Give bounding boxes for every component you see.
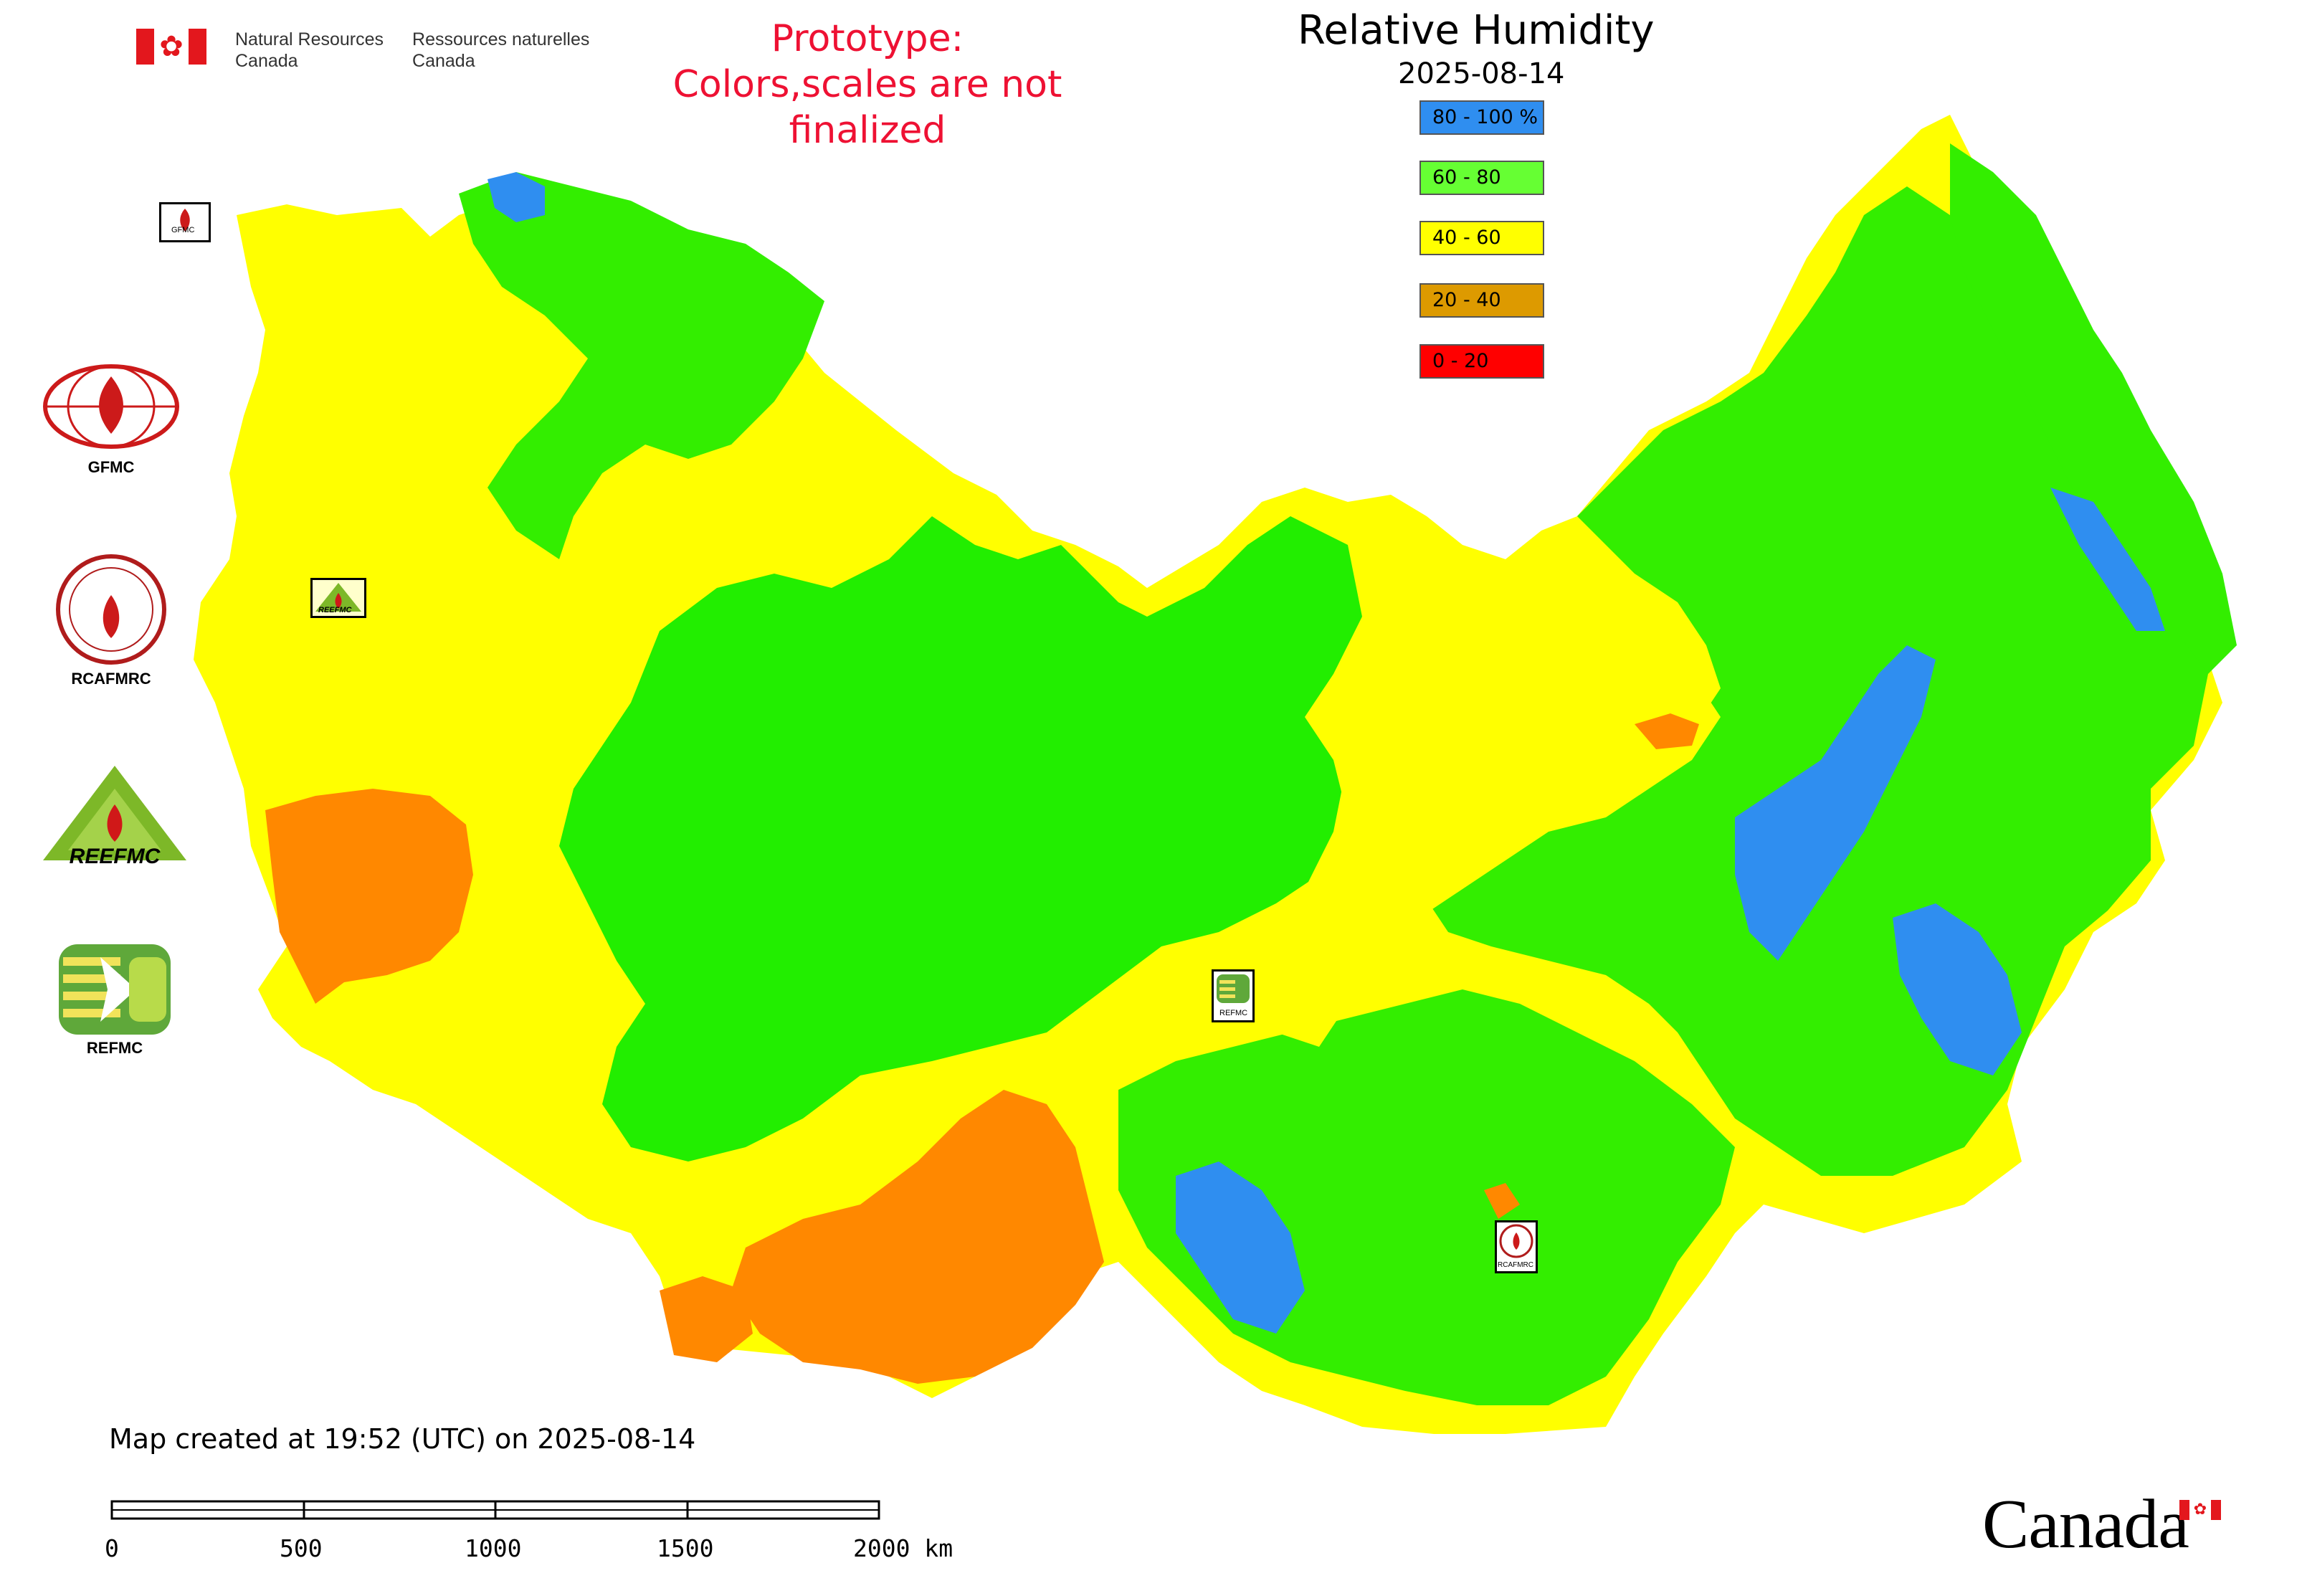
gfmc-marker-label: GFMC <box>171 226 195 234</box>
gfmc-logo-label: GFMC <box>87 458 135 476</box>
refmc-logo-label: REFMC <box>86 1039 143 1057</box>
rcafmrc-logo: RCAFMRC <box>54 552 168 688</box>
scale-tick-2000: 2000 km <box>853 1534 953 1562</box>
legend-item-80-100: 80 - 100 % <box>1419 100 1544 135</box>
scale-tick-0: 0 <box>105 1534 119 1562</box>
prototype-notice: Prototype: Colors,scales are not finaliz… <box>617 16 1118 153</box>
map-region-orange-west <box>265 789 473 1004</box>
map-region-blue-okhotsk <box>2050 488 2165 631</box>
refmc-logo: REFMC <box>57 943 172 1058</box>
scale-tick-500: 500 <box>280 1534 323 1562</box>
refmc-marker-icon <box>1217 974 1250 1003</box>
map-region-green-kamchatka <box>1950 143 2237 674</box>
scale-tick-1500: 1500 <box>657 1534 714 1562</box>
refmc-map-marker[interactable]: REFMC <box>1212 969 1255 1022</box>
map-region-green-central <box>559 516 1362 1162</box>
map-region-blue-far-east <box>1735 645 1936 961</box>
scale-bar <box>110 1500 880 1520</box>
map-title: Relative Humidity <box>1298 7 1655 54</box>
canada-wordmark: Canada <box>1982 1486 2189 1563</box>
prototype-line2: Colors,scales are not finalized <box>672 63 1062 152</box>
nrcan-signature: ✿ Natural Resources Canada Ressources na… <box>136 29 589 72</box>
dept-name-fr: Ressources naturelles Canada <box>412 29 590 71</box>
reefmc-marker-icon <box>315 583 361 612</box>
reefmc-marker-label: REEFMC <box>318 606 352 614</box>
reefmc-logo: REEFMC <box>36 760 194 878</box>
map-region-orange-yakutia <box>1635 713 1699 749</box>
legend-item-40-60: 40 - 60 <box>1419 221 1544 255</box>
map-region-yellow-plateau <box>1262 574 1721 1047</box>
gfmc-logo-icon <box>43 364 179 449</box>
map-date: 2025-08-14 <box>1398 57 1565 90</box>
map-region-orange-mongolia <box>1484 1183 1520 1219</box>
gfmc-logo: GFMC <box>39 362 183 477</box>
legend-item-20-40: 20 - 40 <box>1419 283 1544 318</box>
rcafmrc-logo-icon <box>56 554 166 665</box>
map-region-orange-caspian <box>731 1090 1104 1384</box>
reefmc-logo-icon <box>43 766 186 860</box>
gfmc-marker-icon <box>180 209 190 232</box>
map-region-blue-kola <box>487 172 545 222</box>
scale-tick-1000: 1000 <box>465 1534 522 1562</box>
map-region-orange-south-small <box>660 1276 753 1362</box>
map-region-green-northwest <box>459 172 824 559</box>
prototype-line1: Prototype: <box>771 17 964 60</box>
rcafmrc-logo-label: RCAFMRC <box>71 670 151 688</box>
dept-name-en: Natural Resources Canada <box>235 29 384 71</box>
rcafmrc-marker-icon <box>1499 1224 1533 1258</box>
legend-item-0-20: 0 - 20 <box>1419 344 1544 379</box>
reefmc-logo-text: REEFMC <box>69 845 161 868</box>
map-created-note: Map created at 19:52 (UTC) on 2025-08-14 <box>109 1423 696 1455</box>
legend-item-60-80: 60 - 80 <box>1419 161 1544 195</box>
canada-flag-icon: ✿ <box>136 29 206 65</box>
rcafmrc-map-marker[interactable]: RCAFMRC <box>1495 1220 1538 1273</box>
refmc-logo-icon <box>59 944 171 1035</box>
refmc-marker-label: REFMC <box>1219 1009 1248 1017</box>
map-region-green-east <box>1419 186 2208 1176</box>
canada-wordmark-flag-icon: ✿ <box>2179 1500 2221 1520</box>
rcafmrc-marker-label: RCAFMRC <box>1498 1261 1533 1269</box>
map-region-blue-south <box>1176 1162 1305 1334</box>
gfmc-map-marker[interactable]: GFMC <box>159 202 211 242</box>
reefmc-map-marker[interactable]: REEFMC <box>310 578 366 618</box>
map-region-blue-amur <box>1893 903 2022 1075</box>
